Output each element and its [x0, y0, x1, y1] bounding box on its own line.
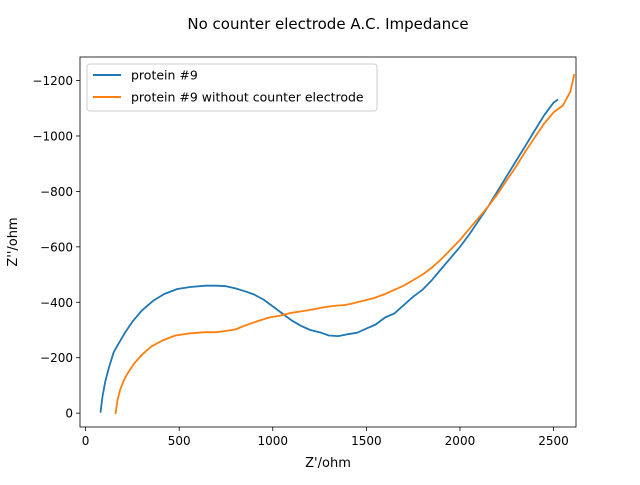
legend-box [86, 63, 378, 112]
y-tick-label: 0 [65, 407, 73, 421]
x-tick-label: 2000 [445, 434, 476, 448]
y-tick-label: −1200 [32, 74, 73, 88]
x-axis-ticks: 0 500 1000 1500 2000 2500 [82, 427, 569, 448]
x-tick-label: 0 [82, 434, 90, 448]
chart-title: No counter electrode A.C. Impedance [187, 15, 468, 33]
x-tick-label: 2500 [538, 434, 569, 448]
y-tick-label: −800 [40, 185, 73, 199]
series-line-protein-9-without-counter-electrode [114, 73, 576, 415]
x-tick-label: 500 [168, 434, 191, 448]
x-axis-label: Z'/ohm [305, 456, 351, 471]
series-lines [99, 73, 576, 415]
x-tick-label: 1500 [351, 434, 382, 448]
legend-label-protein-9: protein #9 [131, 68, 198, 83]
series-line-protein-9 [99, 98, 559, 413]
y-tick-label: −600 [40, 240, 73, 254]
y-axis-label: Z''/ohm [6, 217, 21, 266]
y-tick-label: −1000 [32, 129, 73, 143]
y-axis-ticks: 0 −200 −400 −600 −800 −1000 −1200 [32, 74, 80, 421]
y-tick-label: −200 [40, 351, 73, 365]
y-tick-label: −400 [40, 296, 73, 310]
plot-area-frame [79, 56, 577, 428]
legend: protein #9 protein #9 without counter el… [86, 63, 378, 112]
x-tick-label: 1000 [258, 434, 289, 448]
legend-label-protein-9-without-counter-electrode: protein #9 without counter electrode [131, 90, 364, 105]
